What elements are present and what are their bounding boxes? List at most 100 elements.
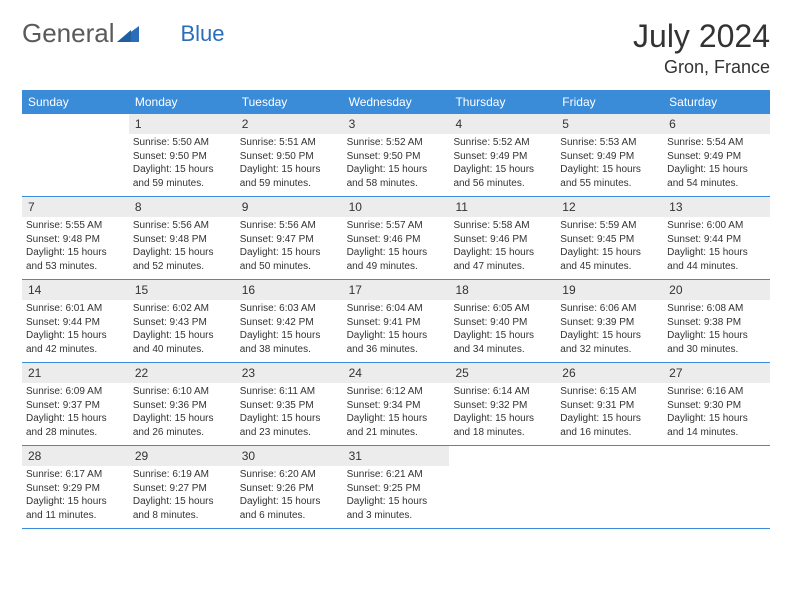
sunrise: Sunrise: 6:20 AM <box>240 468 339 482</box>
sunrise: Sunrise: 6:16 AM <box>667 385 766 399</box>
sunset: Sunset: 9:48 PM <box>133 233 232 247</box>
sunset: Sunset: 9:50 PM <box>133 150 232 164</box>
day-number: 27 <box>663 363 770 383</box>
day-cell: 31Sunrise: 6:21 AMSunset: 9:25 PMDayligh… <box>343 446 450 528</box>
sunrise: Sunrise: 6:11 AM <box>240 385 339 399</box>
daylight: and 44 minutes. <box>667 260 766 274</box>
day-cell: 15Sunrise: 6:02 AMSunset: 9:43 PMDayligh… <box>129 280 236 362</box>
empty-cell <box>22 114 129 196</box>
day-cell: 11Sunrise: 5:58 AMSunset: 9:46 PMDayligh… <box>449 197 556 279</box>
daylight: Daylight: 15 hours <box>667 329 766 343</box>
daylight: and 52 minutes. <box>133 260 232 274</box>
sunset: Sunset: 9:48 PM <box>26 233 125 247</box>
daylight: Daylight: 15 hours <box>26 329 125 343</box>
day-number: 1 <box>129 114 236 134</box>
header: General Blue July 2024 Gron, France <box>22 18 770 78</box>
day-number: 5 <box>556 114 663 134</box>
day-number: 30 <box>236 446 343 466</box>
day-header: Wednesday <box>343 90 450 114</box>
daylight: and 23 minutes. <box>240 426 339 440</box>
day-cell: 25Sunrise: 6:14 AMSunset: 9:32 PMDayligh… <box>449 363 556 445</box>
day-cell: 29Sunrise: 6:19 AMSunset: 9:27 PMDayligh… <box>129 446 236 528</box>
daylight: Daylight: 15 hours <box>133 329 232 343</box>
daylight: and 26 minutes. <box>133 426 232 440</box>
sunrise: Sunrise: 5:52 AM <box>347 136 446 150</box>
day-cell: 12Sunrise: 5:59 AMSunset: 9:45 PMDayligh… <box>556 197 663 279</box>
day-cell: 4Sunrise: 5:52 AMSunset: 9:49 PMDaylight… <box>449 114 556 196</box>
empty-cell <box>449 446 556 528</box>
day-cell: 9Sunrise: 5:56 AMSunset: 9:47 PMDaylight… <box>236 197 343 279</box>
daylight: and 16 minutes. <box>560 426 659 440</box>
day-number: 20 <box>663 280 770 300</box>
sunrise: Sunrise: 6:12 AM <box>347 385 446 399</box>
day-number: 11 <box>449 197 556 217</box>
sunrise: Sunrise: 5:51 AM <box>240 136 339 150</box>
sunset: Sunset: 9:26 PM <box>240 482 339 496</box>
day-number: 26 <box>556 363 663 383</box>
day-number: 24 <box>343 363 450 383</box>
daylight: Daylight: 15 hours <box>26 246 125 260</box>
daylight: Daylight: 15 hours <box>453 163 552 177</box>
sunrise: Sunrise: 5:52 AM <box>453 136 552 150</box>
sunrise: Sunrise: 6:05 AM <box>453 302 552 316</box>
sunset: Sunset: 9:40 PM <box>453 316 552 330</box>
sunrise: Sunrise: 5:54 AM <box>667 136 766 150</box>
sunrise: Sunrise: 6:09 AM <box>26 385 125 399</box>
sunset: Sunset: 9:37 PM <box>26 399 125 413</box>
calendar-header-row: SundayMondayTuesdayWednesdayThursdayFrid… <box>22 90 770 114</box>
daylight: Daylight: 15 hours <box>347 412 446 426</box>
daylight: and 54 minutes. <box>667 177 766 191</box>
daylight: Daylight: 15 hours <box>133 412 232 426</box>
sunrise: Sunrise: 6:08 AM <box>667 302 766 316</box>
daylight: Daylight: 15 hours <box>667 163 766 177</box>
sunrise: Sunrise: 6:02 AM <box>133 302 232 316</box>
week-row: 1Sunrise: 5:50 AMSunset: 9:50 PMDaylight… <box>22 114 770 197</box>
daylight: Daylight: 15 hours <box>133 163 232 177</box>
sunset: Sunset: 9:50 PM <box>347 150 446 164</box>
daylight: and 59 minutes. <box>133 177 232 191</box>
logo-triangle-icon <box>117 18 139 49</box>
sunset: Sunset: 9:46 PM <box>347 233 446 247</box>
day-cell: 14Sunrise: 6:01 AMSunset: 9:44 PMDayligh… <box>22 280 129 362</box>
daylight: and 50 minutes. <box>240 260 339 274</box>
daylight: Daylight: 15 hours <box>667 246 766 260</box>
sunrise: Sunrise: 6:14 AM <box>453 385 552 399</box>
day-cell: 3Sunrise: 5:52 AMSunset: 9:50 PMDaylight… <box>343 114 450 196</box>
logo-text-2: Blue <box>181 21 225 47</box>
sunset: Sunset: 9:30 PM <box>667 399 766 413</box>
daylight: Daylight: 15 hours <box>240 495 339 509</box>
day-number: 19 <box>556 280 663 300</box>
sunset: Sunset: 9:42 PM <box>240 316 339 330</box>
daylight: and 28 minutes. <box>26 426 125 440</box>
day-number: 14 <box>22 280 129 300</box>
sunset: Sunset: 9:36 PM <box>133 399 232 413</box>
day-number: 22 <box>129 363 236 383</box>
daylight: Daylight: 15 hours <box>240 412 339 426</box>
day-number: 17 <box>343 280 450 300</box>
day-number: 15 <box>129 280 236 300</box>
daylight: and 56 minutes. <box>453 177 552 191</box>
sunrise: Sunrise: 6:06 AM <box>560 302 659 316</box>
sunrise: Sunrise: 5:59 AM <box>560 219 659 233</box>
day-cell: 18Sunrise: 6:05 AMSunset: 9:40 PMDayligh… <box>449 280 556 362</box>
sunrise: Sunrise: 6:15 AM <box>560 385 659 399</box>
daylight: Daylight: 15 hours <box>347 495 446 509</box>
week-row: 21Sunrise: 6:09 AMSunset: 9:37 PMDayligh… <box>22 363 770 446</box>
daylight: and 14 minutes. <box>667 426 766 440</box>
daylight: Daylight: 15 hours <box>133 495 232 509</box>
sunset: Sunset: 9:49 PM <box>453 150 552 164</box>
daylight: and 32 minutes. <box>560 343 659 357</box>
day-cell: 20Sunrise: 6:08 AMSunset: 9:38 PMDayligh… <box>663 280 770 362</box>
day-number: 2 <box>236 114 343 134</box>
sunrise: Sunrise: 6:00 AM <box>667 219 766 233</box>
sunset: Sunset: 9:34 PM <box>347 399 446 413</box>
daylight: Daylight: 15 hours <box>240 163 339 177</box>
day-cell: 21Sunrise: 6:09 AMSunset: 9:37 PMDayligh… <box>22 363 129 445</box>
sunset: Sunset: 9:39 PM <box>560 316 659 330</box>
sunrise: Sunrise: 5:58 AM <box>453 219 552 233</box>
daylight: and 3 minutes. <box>347 509 446 523</box>
day-cell: 17Sunrise: 6:04 AMSunset: 9:41 PMDayligh… <box>343 280 450 362</box>
day-number: 10 <box>343 197 450 217</box>
daylight: and 21 minutes. <box>347 426 446 440</box>
sunset: Sunset: 9:44 PM <box>26 316 125 330</box>
